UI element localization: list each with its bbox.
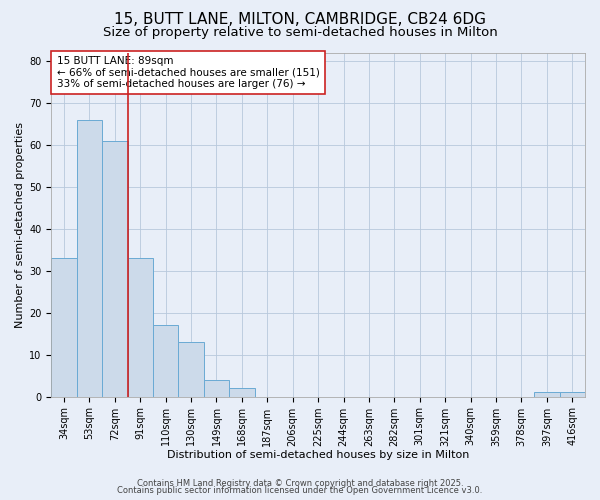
Bar [128,258,153,396]
Bar [102,140,128,396]
Text: Size of property relative to semi-detached houses in Milton: Size of property relative to semi-detach… [103,26,497,39]
Text: Contains public sector information licensed under the Open Government Licence v3: Contains public sector information licen… [118,486,482,495]
Bar [178,342,204,396]
Bar [534,392,560,396]
Text: 15 BUTT LANE: 89sqm
← 66% of semi-detached houses are smaller (151)
33% of semi-: 15 BUTT LANE: 89sqm ← 66% of semi-detach… [56,56,319,89]
Y-axis label: Number of semi-detached properties: Number of semi-detached properties [15,122,25,328]
Bar [77,120,102,396]
Text: 15, BUTT LANE, MILTON, CAMBRIDGE, CB24 6DG: 15, BUTT LANE, MILTON, CAMBRIDGE, CB24 6… [114,12,486,28]
Bar [560,392,585,396]
Bar [153,326,178,396]
Bar [229,388,254,396]
X-axis label: Distribution of semi-detached houses by size in Milton: Distribution of semi-detached houses by … [167,450,469,460]
Bar [51,258,77,396]
Text: Contains HM Land Registry data © Crown copyright and database right 2025.: Contains HM Land Registry data © Crown c… [137,478,463,488]
Bar [204,380,229,396]
